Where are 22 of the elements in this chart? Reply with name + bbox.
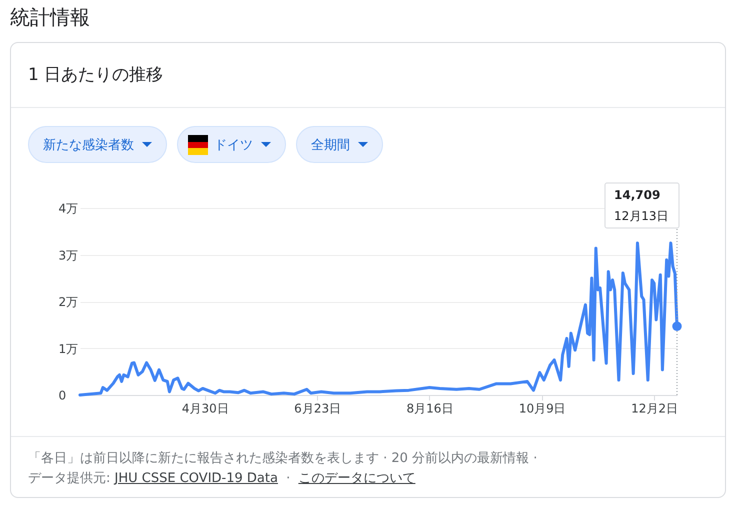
x-tick-label: 6月23日 — [294, 402, 342, 416]
y-tick-label: 1万 — [58, 342, 78, 356]
x-tick-label: 4月30日 — [182, 402, 229, 416]
x-tick-label: 10月9日 — [518, 402, 566, 416]
text: データ提供元: — [28, 471, 110, 486]
y-tick-label: 3万 — [58, 248, 78, 262]
x-tick-label: 8月16日 — [406, 402, 454, 416]
text: 「各日」は前日以降に新たに報告された感染者数を表します · 20 分前以内の最新情報 · — [28, 450, 538, 467]
y-tick-label: 0 — [58, 388, 66, 402]
text: 新たな感染者数 — [43, 136, 134, 154]
text: このデータについて — [298, 471, 416, 486]
text: · — [286, 471, 290, 486]
text: JHU CSSE COVID-19 Data — [114, 471, 278, 486]
text: 全期間 — [311, 136, 350, 154]
y-tick-label: 2万 — [58, 295, 78, 309]
text: ドイツ — [214, 136, 253, 154]
chart-subtitle: 1 日あたりの推移 — [28, 64, 164, 86]
x-tick-label: 12月2日 — [631, 402, 678, 416]
chart-title: 統計情報 — [10, 4, 90, 31]
y-tick-label: 4万 — [58, 202, 78, 216]
text: 14,709 — [614, 188, 660, 202]
annotation: 12月13日 — [614, 209, 669, 223]
